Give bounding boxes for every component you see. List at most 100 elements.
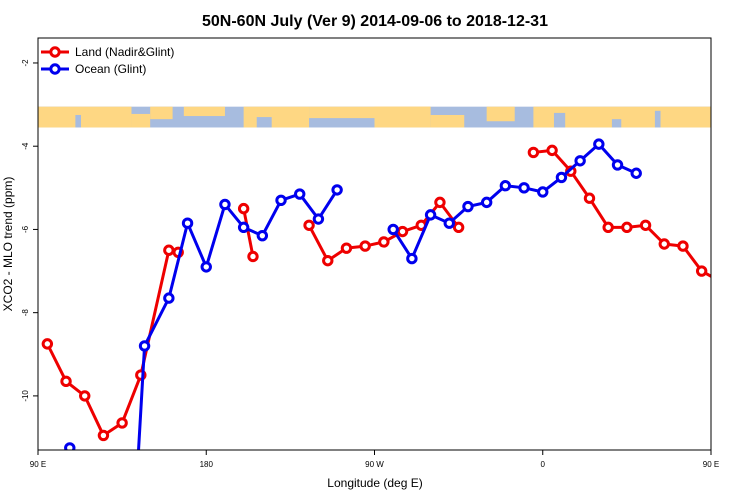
series-ocean (64, 138, 747, 479)
data-point (294, 188, 306, 200)
data-point (677, 240, 689, 252)
x-tick-label: 180 (200, 460, 214, 469)
data-point (116, 417, 128, 429)
data-point (138, 340, 151, 352)
data-point (735, 340, 743, 348)
data-point (452, 221, 465, 234)
data-point (303, 219, 315, 231)
data-point (97, 429, 110, 442)
series-line (137, 189, 339, 450)
y-tick-label: -4 (21, 142, 30, 150)
legend: Land (Nadir&Glint) Ocean (Glint) (41, 45, 174, 76)
data-point (716, 277, 724, 285)
x-tick-label: 90 E (703, 460, 719, 469)
data-point (64, 442, 76, 450)
data-point (527, 146, 540, 159)
map-land (150, 106, 173, 120)
data-point (574, 155, 586, 167)
data-point (237, 221, 250, 234)
data-point (247, 250, 259, 263)
legend-land-label: Land (Nadir&Glint) (75, 45, 174, 59)
x-tick-label: 0 (541, 460, 546, 469)
data-point (340, 242, 353, 254)
data-point (41, 338, 54, 350)
series-land (41, 144, 743, 442)
data-point (275, 194, 287, 207)
data-point (60, 375, 72, 388)
y-tick-label: -10 (21, 390, 30, 402)
data-point (443, 217, 455, 229)
data-point (396, 225, 409, 238)
data-point (424, 209, 437, 221)
data-point (434, 196, 446, 209)
data-point (621, 221, 633, 234)
map-land (309, 106, 431, 119)
y-tick-label: -2 (21, 59, 30, 67)
data-point (387, 223, 399, 236)
data-point (237, 202, 250, 215)
series-line (46, 248, 179, 437)
data-point (480, 196, 493, 209)
data-point (181, 217, 194, 229)
data-point (658, 238, 670, 250)
x-axis: 90 E 180 90 W 0 90 E (30, 450, 719, 469)
legend-ocean-label: Ocean (Glint) (75, 62, 146, 76)
series-line (307, 200, 460, 263)
data-point (312, 213, 325, 225)
data-point (499, 180, 512, 192)
data-point (602, 221, 614, 234)
data-point (583, 192, 596, 204)
data-point (630, 167, 642, 179)
map-sea (654, 110, 661, 128)
data-point (555, 171, 568, 184)
data-point (593, 138, 605, 150)
data-point (546, 144, 558, 157)
map-sea (256, 117, 272, 128)
data-point (739, 444, 747, 452)
legend-ocean-marker (49, 63, 61, 75)
data-point (219, 198, 231, 211)
data-point (639, 219, 652, 231)
data-point (133, 471, 141, 479)
map-land (430, 114, 465, 128)
data-point (537, 186, 549, 198)
data-point (406, 252, 418, 265)
data-point (163, 292, 175, 304)
y-tick-label: -8 (21, 309, 30, 317)
series-line (533, 148, 711, 278)
y-axis: -2 -4 -6 -8 -10 (21, 59, 38, 402)
data-point (163, 244, 175, 256)
data-point (359, 240, 371, 252)
map-land (533, 106, 711, 128)
y-tick-label: -6 (21, 225, 30, 233)
legend-land-marker (49, 46, 61, 58)
map-land (38, 106, 132, 128)
chart-title: 50N-60N July (Ver 9) 2014-09-06 to 2018-… (202, 13, 548, 30)
data-point (256, 229, 269, 242)
map-land (374, 106, 431, 128)
world-map-band (38, 106, 711, 128)
data-point (518, 182, 530, 194)
map-sea (611, 119, 622, 128)
map-sea (75, 114, 81, 128)
x-tick-label: 90 W (365, 460, 384, 469)
map-land (243, 106, 310, 128)
data-point (378, 236, 390, 248)
data-point (695, 265, 708, 277)
y-axis-label: XCO2 - MLO trend (ppm) (1, 177, 15, 312)
x-axis-label: Longitude (deg E) (327, 476, 422, 490)
x-tick-label: 90 E (30, 460, 46, 469)
data-point (611, 159, 624, 171)
data-point (200, 261, 212, 273)
map-land (486, 106, 515, 122)
map-land (183, 106, 225, 117)
data-point (79, 390, 91, 402)
map-land (131, 113, 151, 128)
data-point (331, 184, 343, 196)
series-line (242, 208, 255, 257)
map-sea (553, 112, 566, 128)
data-point (462, 200, 474, 213)
series-line (391, 142, 637, 261)
data-point (322, 254, 334, 267)
